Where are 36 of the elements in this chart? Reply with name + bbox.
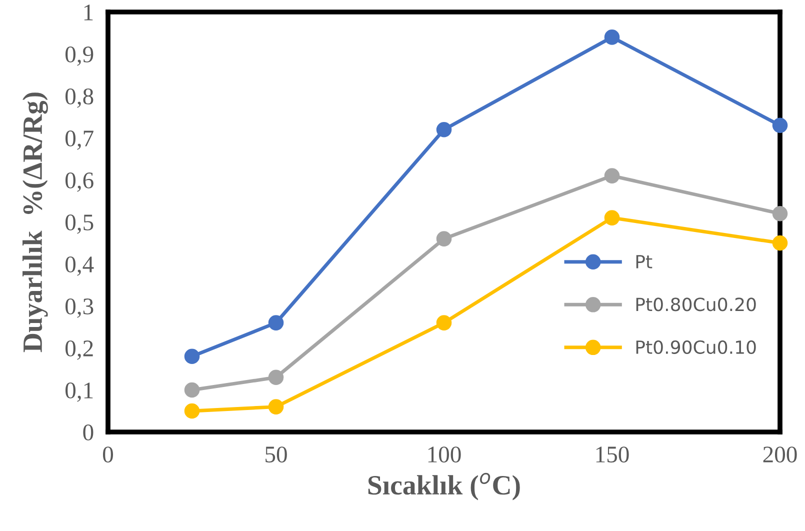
point xyxy=(184,403,200,419)
point xyxy=(772,206,788,222)
x-axis-title: Sıcaklık ($^{o}$C) xyxy=(368,472,520,500)
point xyxy=(604,168,620,184)
point xyxy=(184,348,200,364)
point xyxy=(436,315,452,330)
legend-label: Pt xyxy=(636,255,652,268)
y-tick-label: 0,8 xyxy=(65,88,94,108)
y-tick-label: 0,6 xyxy=(65,172,94,192)
y-tick-label: 0,1 xyxy=(65,382,93,402)
point xyxy=(436,231,452,246)
y-tick-label: 0 xyxy=(83,424,94,440)
y-tick-label: 0,7 xyxy=(65,130,94,150)
y-axis-title: Duyarlılık %(ΔR/Rg) xyxy=(22,92,48,352)
x-tick-label: 0 xyxy=(102,446,114,463)
point xyxy=(772,118,788,134)
point xyxy=(604,30,620,45)
y-tick-label: 0,5 xyxy=(65,214,94,234)
point xyxy=(268,399,284,414)
x-tick-label: 100 xyxy=(428,446,461,463)
point xyxy=(772,235,788,251)
legend-label: Pt0.90Cu0.10 xyxy=(636,340,756,354)
point xyxy=(604,210,620,226)
y-tick-label: 0,2 xyxy=(65,340,93,360)
point xyxy=(268,370,284,386)
y-tick-label: 0,9 xyxy=(65,46,94,66)
legend-label: Pt0.80Cu0.20 xyxy=(636,298,756,312)
y-tick-label: 1 xyxy=(84,4,93,20)
point xyxy=(268,315,284,330)
y-tick-label: 0,4 xyxy=(65,256,94,276)
point xyxy=(436,122,452,138)
x-tick-label: 50 xyxy=(266,446,287,463)
x-tick-label: 150 xyxy=(596,446,629,463)
y-tick-label: 0,3 xyxy=(65,298,94,318)
x-tick-label: 200 xyxy=(763,446,797,463)
point xyxy=(184,382,200,398)
